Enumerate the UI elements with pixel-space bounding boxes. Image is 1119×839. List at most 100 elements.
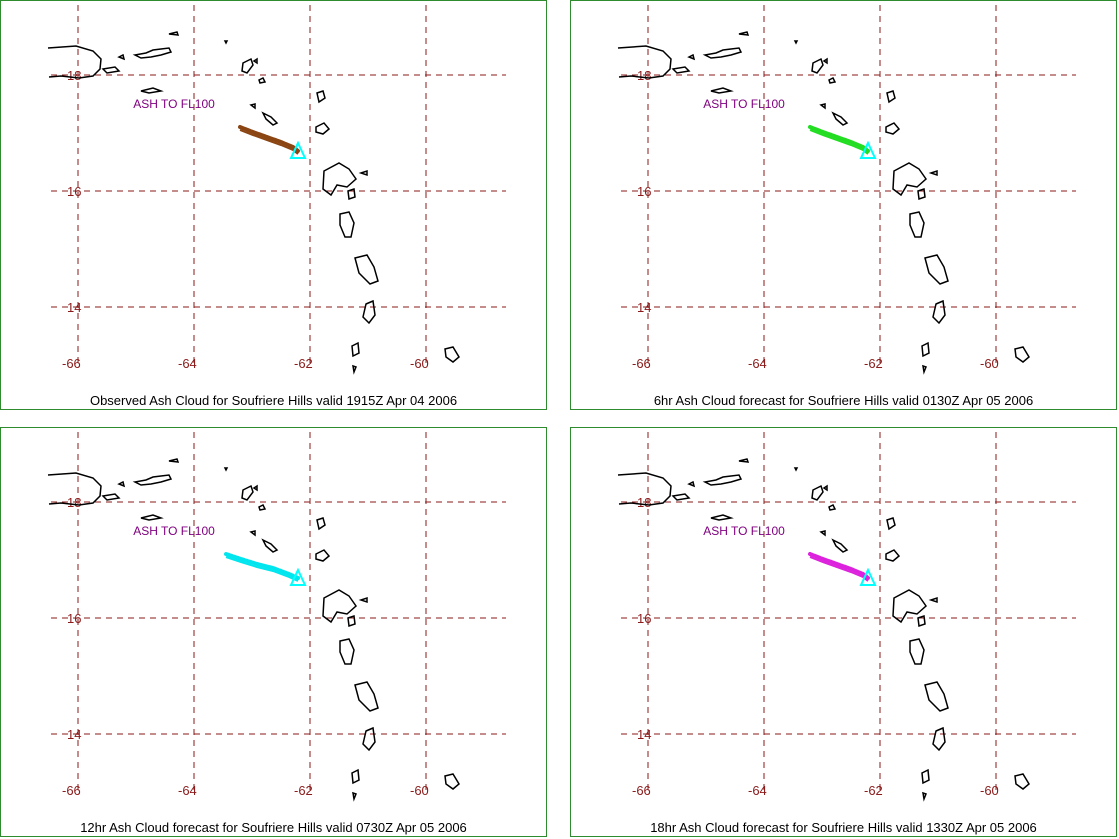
volcano-marker-icon	[289, 567, 307, 586]
coastline-st-lucia	[362, 299, 376, 325]
panel-caption: 18hr Ash Cloud forecast for Soufriere Hi…	[650, 820, 1037, 835]
volcano-marker-icon	[289, 140, 307, 159]
coastline-marie-galante	[917, 187, 926, 201]
coastline-sombrero	[223, 467, 229, 472]
coastline-st-vincent	[351, 768, 360, 785]
coastline-vieques	[101, 66, 121, 74]
coastline-barbados	[444, 346, 460, 363]
ash-cloud	[224, 552, 300, 580]
coastline-dominica	[909, 638, 925, 665]
coastline-grenadines	[352, 364, 357, 375]
ash-cloud-edge	[225, 556, 299, 582]
coastline-anguilla-stmartin	[241, 484, 254, 501]
coastline-montserrat	[819, 530, 826, 537]
coastline-st-croix	[710, 87, 734, 94]
coastline-vieques	[671, 493, 691, 501]
coastline-sombrero	[793, 467, 799, 472]
coastline-sombrero	[223, 40, 229, 45]
ash-cloud	[808, 125, 870, 153]
coastline-puerto-rico	[47, 472, 102, 506]
panel-caption: 6hr Ash Cloud forecast for Soufriere Hil…	[653, 393, 1034, 408]
coastline-st-barth	[822, 57, 828, 65]
ash-level-annotation: ASH TO FL100	[133, 524, 215, 538]
map-panel-18hr: 18 16 14 -66 -64 -62 -60 ASH TO FL100 18hr Ash …	[570, 427, 1117, 837]
latitude-label: 18	[637, 68, 651, 83]
ash-cloud-edge	[809, 129, 869, 155]
coastline-barbados	[444, 773, 460, 790]
coastline-barbuda	[316, 517, 326, 531]
coastline-vieques	[101, 493, 121, 501]
coastline-st-lucia	[932, 299, 946, 325]
coastline-anegada	[168, 31, 180, 36]
coastline-anguilla-stmartin	[811, 57, 824, 74]
map-canvas: 18 16 14 -66 -64 -62 -60 ASH TO FL100	[47, 432, 506, 802]
coastline-marie-galante	[347, 187, 356, 201]
latitude-label: 18	[67, 68, 81, 83]
coastline-antigua	[885, 122, 901, 135]
coastline-montserrat	[819, 103, 826, 110]
coastline-martinique	[924, 254, 949, 285]
longitude-label: -60	[410, 783, 429, 798]
coastline-antigua	[885, 549, 901, 562]
coastline-st-barth	[252, 57, 258, 65]
coastline-puerto-rico	[617, 472, 672, 506]
latitude-label: 16	[637, 184, 651, 199]
coastline-saba	[258, 503, 267, 511]
coastline-guadeloupe	[322, 162, 357, 197]
latitude-label: 18	[637, 495, 651, 510]
coastline-st-kitts	[261, 111, 279, 126]
latitude-label: 18	[67, 495, 81, 510]
longitude-label: -64	[178, 783, 197, 798]
coastline-st-vincent	[351, 341, 360, 358]
coastline-marie-galante	[917, 614, 926, 628]
coastline-desirade	[358, 596, 368, 604]
volcano-marker-icon	[859, 140, 877, 159]
map-panel-6hr: 18 16 14 -66 -64 -62 -60 ASH TO FL100 6hr Ash C…	[570, 0, 1117, 410]
coastline-saba	[828, 503, 837, 511]
coastline-guadeloupe	[322, 589, 357, 624]
latitude-label: 16	[67, 184, 81, 199]
ash-level-annotation: ASH TO FL100	[703, 524, 785, 538]
coastline-grenadines	[352, 791, 357, 802]
latitude-label: 14	[637, 727, 651, 742]
coastline-grenadines	[922, 791, 927, 802]
ash-cloud-edge	[809, 556, 869, 582]
coastline-barbuda	[316, 90, 326, 104]
coastline-culebra	[117, 53, 126, 61]
coastline-virgin-islands	[702, 474, 743, 486]
longitude-label: -62	[294, 356, 313, 371]
volcano-marker-icon	[859, 567, 877, 586]
latitude-label: 14	[637, 300, 651, 315]
coastline-st-barth	[822, 484, 828, 492]
coastline-desirade	[358, 169, 368, 177]
latitude-label: 14	[67, 300, 81, 315]
coastline-st-barth	[252, 484, 258, 492]
coastline-vieques	[671, 66, 691, 74]
latitude-label: 14	[67, 727, 81, 742]
coastline-st-vincent	[921, 768, 930, 785]
latitude-label: 16	[67, 611, 81, 626]
longitude-label: -60	[410, 356, 429, 371]
ash-cloud	[808, 552, 870, 580]
coastline-st-croix	[140, 514, 164, 521]
coastline-martinique	[354, 681, 379, 712]
coastline-st-lucia	[932, 726, 946, 752]
panel-caption: Observed Ash Cloud for Soufriere Hills v…	[89, 393, 458, 408]
coastline-saba	[258, 76, 267, 84]
latitude-label: 16	[637, 611, 651, 626]
coastline-st-vincent	[921, 341, 930, 358]
coastline-barbuda	[886, 517, 896, 531]
coastline-puerto-rico	[47, 45, 102, 79]
ash-cloud	[238, 125, 300, 153]
longitude-label: -66	[62, 783, 81, 798]
map-canvas: 18 16 14 -66 -64 -62 -60 ASH TO FL100	[47, 5, 506, 375]
longitude-label: -66	[62, 356, 81, 371]
coastline-barbuda	[886, 90, 896, 104]
coastline-st-kitts	[831, 538, 849, 553]
longitude-label: -60	[980, 356, 999, 371]
coastline-antigua	[315, 122, 331, 135]
map-canvas: 18 16 14 -66 -64 -62 -60 ASH TO FL100	[617, 5, 1076, 375]
ash-cloud-edge	[239, 129, 299, 155]
coastline-dominica	[339, 638, 355, 665]
coastline-antigua	[315, 549, 331, 562]
